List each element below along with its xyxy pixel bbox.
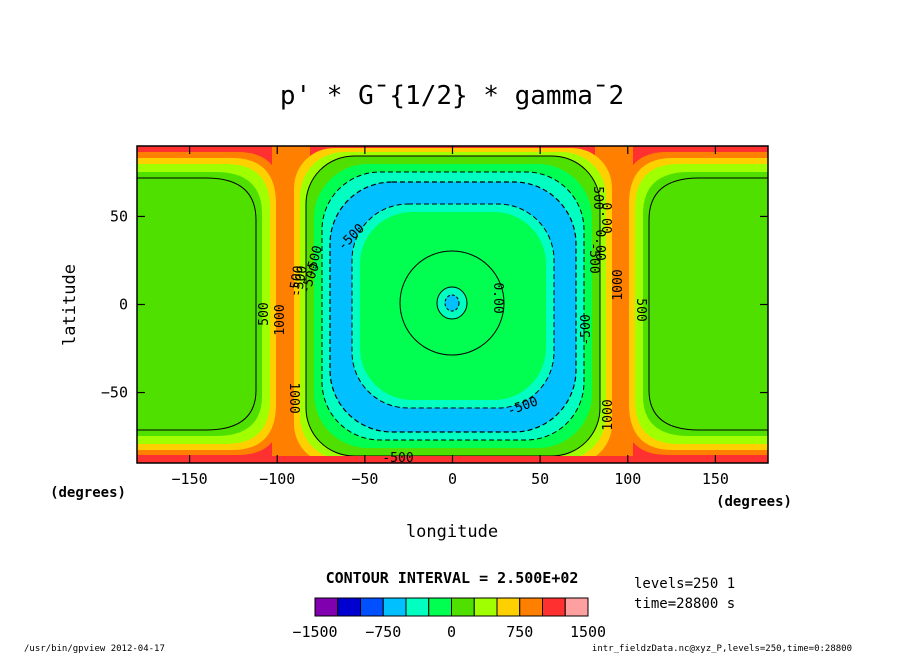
contour-labels: 500 1000 -500 0.00 -500 -500 -500 -500 -… [257, 186, 648, 466]
contour-label: -500 [286, 265, 306, 298]
y-tick-label: −50 [101, 384, 128, 402]
colorbar-tick-label: −750 [365, 623, 401, 641]
contour-label: 500 [590, 186, 605, 209]
contour-label: 0.00 [592, 229, 607, 260]
x-axis: −150 −100 −50 0 50 100 150 [172, 146, 729, 488]
colorbar-swatch [451, 597, 475, 617]
contour-label: 1000 [601, 399, 616, 430]
contour-label: 0.00 [490, 282, 505, 313]
info-levels: levels=250 1 [634, 576, 735, 592]
colorbar-swatch [496, 597, 521, 617]
pole-cyan [444, 294, 460, 312]
contour-label: 500 [633, 298, 648, 321]
colorbar-swatch [314, 597, 339, 617]
y-unit-label: (degrees) [50, 485, 126, 501]
y-axis-title: latitude [60, 264, 80, 346]
contour-label: 0.00 [598, 202, 613, 233]
colorbar-swatch [542, 597, 566, 617]
contour-field [137, 146, 768, 463]
contour-label: 1000 [611, 269, 626, 300]
info-time: time=28800 s [634, 596, 735, 612]
footer-right: intr_fieldzData.nc@xyz_P,levels=250,time… [592, 644, 852, 654]
footer-left: /usr/bin/gpview 2012-04-17 [24, 644, 165, 654]
x-tick-label: 100 [614, 470, 641, 488]
x-unit-label: (degrees) [716, 494, 792, 510]
contour-label: -500 [579, 314, 594, 345]
chart-title: p' * G¯{1/2} * gamma¯2 [280, 81, 624, 111]
x-tick-label: −100 [259, 470, 295, 488]
y-tick-label: 0 [119, 296, 128, 314]
x-tick-label: 0 [448, 470, 457, 488]
contour-label: 1000 [273, 304, 288, 335]
x-tick-label: 150 [702, 470, 729, 488]
left-cell-contour [137, 177, 257, 431]
colorbar-swatch [564, 597, 589, 617]
colorbar-swatch [428, 597, 452, 617]
colorbar-swatch [382, 597, 407, 617]
colorbar-swatch [337, 597, 361, 617]
x-tick-label: −150 [172, 470, 208, 488]
y-axis: −50 0 50 [101, 207, 768, 402]
colorbar-ticks: −1500 −750 0 750 1500 [292, 623, 606, 641]
x-tick-label: −50 [351, 470, 378, 488]
colorbar-swatch [360, 597, 384, 617]
contour-label: -500 [586, 242, 601, 273]
colorbar-tick-label: 0 [447, 623, 456, 641]
x-tick-label: 50 [531, 470, 549, 488]
colorbar-tick-label: 750 [506, 623, 533, 641]
colorbar-swatch [519, 597, 543, 617]
contour-label: -500 [290, 265, 310, 298]
colorbar-swatch [473, 597, 498, 617]
colorbar-swatch [405, 597, 430, 617]
y-tick-label: 50 [110, 207, 128, 225]
contour-interval-label: CONTOUR INTERVAL = 2.500E+02 [326, 569, 579, 587]
colorbar-tick-label: −1500 [292, 623, 337, 641]
x-axis-title: longitude [406, 522, 498, 542]
colorbar-tick-label: 1500 [570, 623, 606, 641]
contour-label: 500 [257, 302, 272, 325]
colorbar [314, 597, 589, 617]
contour-label: 1000 [286, 382, 301, 413]
right-cell-contour [648, 177, 768, 431]
